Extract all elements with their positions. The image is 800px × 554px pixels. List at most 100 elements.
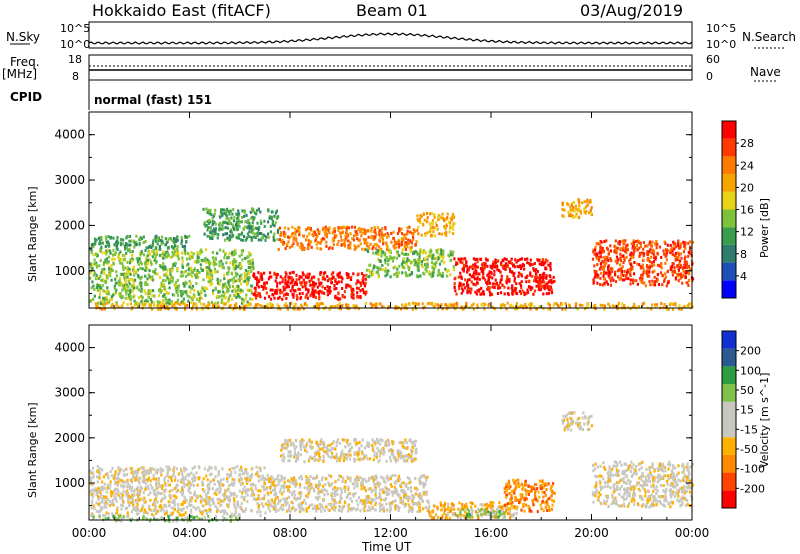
data-cell	[256, 280, 259, 284]
data-cell	[517, 274, 520, 278]
data-cell	[216, 270, 219, 274]
data-cell	[106, 498, 109, 502]
data-cell	[397, 229, 401, 233]
data-cell	[137, 492, 140, 496]
data-cell	[591, 257, 595, 261]
data-cell	[143, 289, 146, 293]
data-cell	[366, 268, 369, 272]
data-cell	[598, 242, 601, 246]
data-cell	[379, 260, 382, 263]
data-cell	[115, 281, 118, 285]
data-cell	[446, 216, 449, 220]
data-cell	[404, 243, 407, 247]
data-cell	[287, 275, 290, 279]
data-cell	[181, 265, 184, 269]
data-cell	[276, 272, 279, 276]
data-cell	[231, 223, 234, 227]
data-cell	[292, 491, 295, 494]
data-cell	[165, 509, 168, 513]
data-cell	[619, 247, 622, 251]
data-cell	[235, 305, 238, 309]
data-cell	[251, 491, 254, 495]
data-cell	[161, 235, 164, 239]
data-cell	[393, 239, 396, 243]
data-cell	[425, 269, 428, 273]
data-cell	[603, 281, 606, 285]
data-cell	[426, 231, 429, 235]
data-cell	[682, 250, 685, 254]
data-cell	[614, 273, 617, 277]
data-cell	[126, 275, 129, 279]
data-cell	[111, 498, 114, 502]
data-cell	[92, 474, 95, 478]
data-cell	[199, 263, 202, 267]
data-cell	[123, 287, 126, 290]
data-cell	[202, 303, 206, 306]
data-cell	[370, 226, 373, 230]
data-cell	[206, 287, 209, 291]
data-cell	[256, 294, 259, 298]
data-cell	[533, 279, 536, 283]
data-cell	[326, 279, 329, 283]
data-cell	[209, 283, 212, 287]
data-cell	[196, 495, 199, 498]
data-cell	[618, 268, 621, 271]
data-cell	[196, 251, 199, 254]
data-cell	[624, 274, 628, 277]
data-cell	[206, 220, 209, 223]
data-cell	[525, 280, 528, 284]
data-cell	[257, 507, 260, 511]
data-cell	[96, 488, 99, 492]
data-cell	[321, 237, 325, 241]
data-cell	[291, 243, 294, 247]
data-cell	[123, 244, 127, 248]
data-cell	[478, 288, 481, 292]
data-cell	[155, 492, 158, 496]
data-cell	[245, 293, 248, 297]
data-cell	[325, 231, 328, 235]
data-cell	[187, 252, 190, 255]
data-cell	[363, 499, 366, 503]
data-cell	[417, 302, 420, 306]
data-cell	[203, 232, 206, 236]
data-cell	[650, 264, 653, 268]
data-cell	[479, 257, 483, 261]
data-cell	[403, 305, 406, 309]
data-cell	[214, 270, 217, 274]
data-cell	[411, 307, 414, 311]
data-cell	[568, 303, 571, 307]
data-cell	[90, 245, 93, 249]
data-cell	[294, 227, 297, 231]
data-cell	[179, 274, 183, 278]
data-cell	[373, 226, 376, 229]
data-cell	[276, 216, 279, 220]
data-cell	[507, 286, 510, 290]
data-cell	[333, 287, 336, 291]
data-cell	[159, 471, 162, 474]
data-cell	[263, 494, 266, 498]
data-cell	[238, 263, 241, 267]
data-cell	[603, 262, 606, 266]
data-cell	[444, 303, 447, 307]
data-cell	[274, 291, 277, 295]
data-cell	[400, 240, 403, 244]
data-cell	[461, 307, 464, 311]
data-cell	[336, 296, 339, 300]
data-cell	[93, 258, 96, 262]
data-cell	[100, 238, 103, 241]
data-cell	[347, 244, 350, 248]
data-cell	[421, 251, 425, 255]
data-cell	[232, 513, 235, 517]
data-cell	[162, 268, 165, 272]
data-cell	[347, 303, 350, 307]
data-cell	[687, 241, 690, 245]
data-cell	[211, 236, 214, 240]
data-cell	[639, 266, 642, 270]
data-cell	[249, 478, 252, 482]
data-cell	[569, 212, 572, 216]
data-cell	[213, 221, 216, 225]
data-cell	[141, 251, 144, 255]
radar-title: Hokkaido East (fitACF)	[92, 1, 271, 20]
data-cell	[677, 246, 681, 250]
data-cell	[517, 271, 521, 275]
